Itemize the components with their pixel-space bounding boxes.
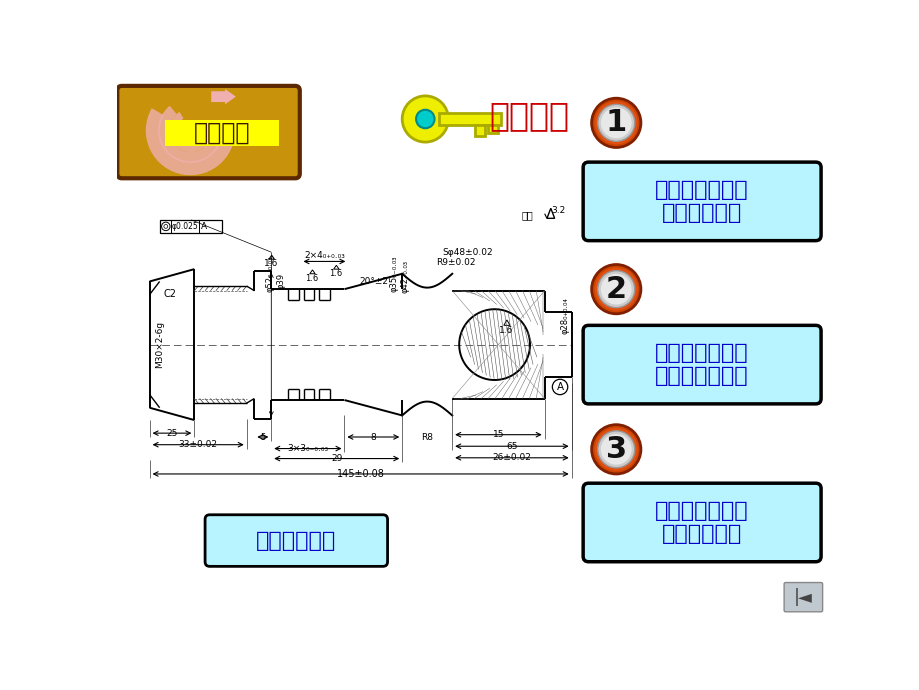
Text: 1.6: 1.6 xyxy=(329,269,342,278)
Text: φ39: φ39 xyxy=(276,273,285,288)
Bar xyxy=(165,120,278,146)
Text: 145±0.08: 145±0.08 xyxy=(336,469,384,479)
Text: 加工该零件需要
什么加工设备？: 加工该零件需要 什么加工设备？ xyxy=(654,343,748,386)
Circle shape xyxy=(600,108,631,138)
Text: C2: C2 xyxy=(163,289,176,299)
Text: φ42₋₀.₀₃: φ42₋₀.₀₃ xyxy=(401,260,409,293)
FancyBboxPatch shape xyxy=(117,86,300,178)
Text: 26±0.02: 26±0.02 xyxy=(492,453,531,462)
Text: 2×4₀₊₀.₀₃: 2×4₀₊₀.₀₃ xyxy=(304,250,346,259)
Text: 5: 5 xyxy=(260,433,266,442)
Text: 65: 65 xyxy=(505,442,517,451)
Text: 任务分析: 任务分析 xyxy=(489,99,569,132)
FancyBboxPatch shape xyxy=(583,483,820,562)
Text: 任务引入: 任务引入 xyxy=(194,121,250,145)
Circle shape xyxy=(597,431,634,468)
Text: R9±0.02: R9±0.02 xyxy=(436,259,475,268)
Text: 20°±2': 20°±2' xyxy=(359,277,391,286)
Text: 15: 15 xyxy=(493,430,504,440)
Text: 1.6: 1.6 xyxy=(498,326,513,335)
Circle shape xyxy=(597,104,634,141)
Circle shape xyxy=(591,264,641,314)
Circle shape xyxy=(594,101,637,144)
Text: A: A xyxy=(556,382,563,392)
FancyBboxPatch shape xyxy=(583,162,820,241)
Wedge shape xyxy=(169,112,209,152)
Text: 2: 2 xyxy=(605,275,626,304)
Circle shape xyxy=(594,428,637,471)
Wedge shape xyxy=(158,106,222,163)
Circle shape xyxy=(594,268,637,310)
Text: A: A xyxy=(201,222,207,231)
Text: φ35₀₋₀.₀₃: φ35₀₋₀.₀₃ xyxy=(390,255,399,292)
Bar xyxy=(438,113,500,125)
FancyBboxPatch shape xyxy=(583,326,820,404)
Text: M30×2-6g: M30×2-6g xyxy=(155,321,164,368)
Text: φ0.025: φ0.025 xyxy=(172,222,199,231)
Text: |: | xyxy=(793,588,800,606)
Text: 8: 8 xyxy=(370,433,376,442)
FancyBboxPatch shape xyxy=(205,515,387,566)
Text: 3.2: 3.2 xyxy=(550,206,564,215)
Bar xyxy=(488,125,497,133)
Text: ◄: ◄ xyxy=(797,588,811,606)
Circle shape xyxy=(597,270,634,308)
Circle shape xyxy=(402,96,448,142)
Text: Sφ48±0.02: Sφ48±0.02 xyxy=(442,248,493,257)
Text: R8: R8 xyxy=(421,433,433,442)
Bar xyxy=(160,220,221,233)
Text: 33±0.02: 33±0.02 xyxy=(178,440,218,449)
Circle shape xyxy=(415,110,434,128)
Circle shape xyxy=(600,274,631,304)
Text: 其余: 其余 xyxy=(520,210,532,220)
Text: 复杂轴类零件: 复杂轴类零件 xyxy=(255,531,336,551)
Text: 25: 25 xyxy=(166,428,177,437)
Text: 29: 29 xyxy=(331,454,342,463)
Text: 1: 1 xyxy=(605,108,626,137)
Bar xyxy=(475,125,484,136)
Text: 3×3₀₋₀.₀₃: 3×3₀₋₀.₀₃ xyxy=(287,444,328,453)
FancyArrow shape xyxy=(211,89,235,104)
Text: 1.6: 1.6 xyxy=(305,274,318,283)
Circle shape xyxy=(551,380,567,395)
Circle shape xyxy=(591,424,641,474)
FancyBboxPatch shape xyxy=(783,582,822,612)
Text: 该零件上包含哪
些加工要素？: 该零件上包含哪 些加工要素？ xyxy=(654,180,748,223)
Wedge shape xyxy=(145,108,235,175)
Circle shape xyxy=(600,434,631,465)
Text: 这种设备的组成
及加工特点？: 这种设备的组成 及加工特点？ xyxy=(654,501,748,544)
Text: 1.6: 1.6 xyxy=(264,259,278,268)
Text: φ52₀₋₀.₀₃: φ52₀₋₀.₀₃ xyxy=(265,255,274,292)
Text: 3: 3 xyxy=(605,435,626,464)
Text: φ28₀₊₀.₀₄: φ28₀₊₀.₀₄ xyxy=(561,297,570,334)
Circle shape xyxy=(591,98,641,148)
